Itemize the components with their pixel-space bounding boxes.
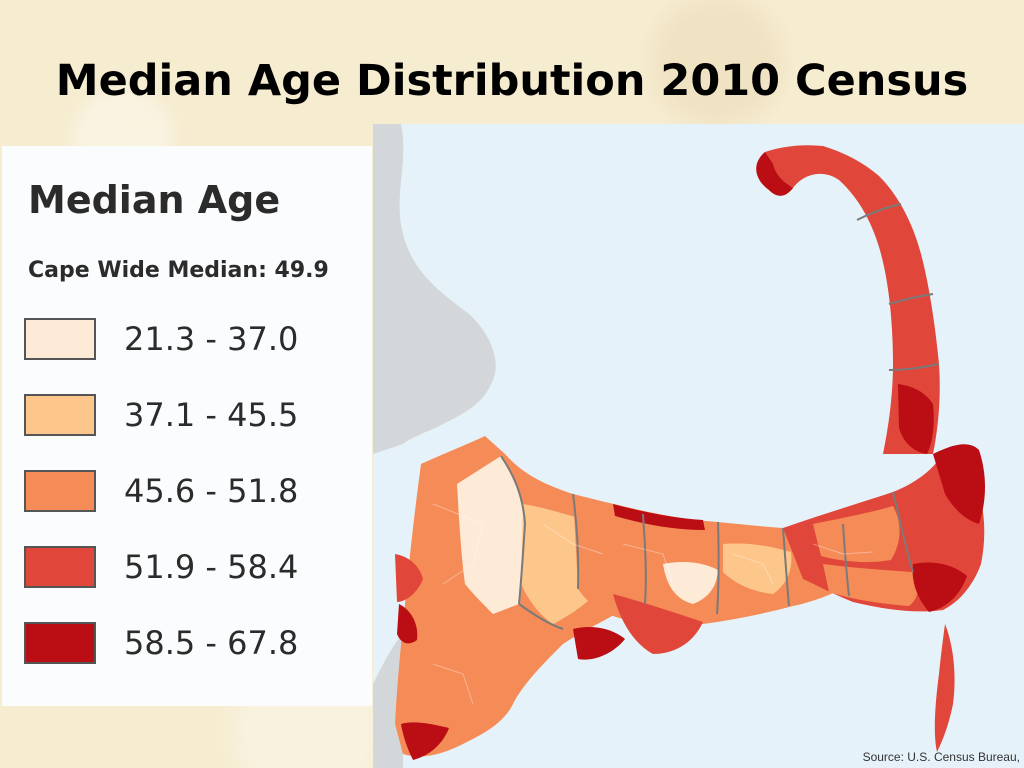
legend-swatch-4	[24, 546, 96, 588]
block-group-lines	[432, 503, 874, 705]
map-svg	[373, 124, 985, 768]
legend-swatch-2	[24, 394, 96, 436]
slide-title: Median Age Distribution 2010 Census	[55, 56, 969, 106]
legend-row-4: 51.9 - 58.4	[24, 546, 364, 594]
wellfleet-dark	[898, 384, 934, 454]
falmouth-south	[402, 622, 499, 752]
legend-range-4: 51.9 - 58.4	[124, 548, 299, 586]
woods-hole-red	[397, 604, 418, 644]
legend-subtitle: Cape Wide Median: 49.9	[28, 258, 329, 283]
legend-swatch-5	[24, 622, 96, 664]
falmouth-coast-red	[401, 722, 449, 760]
brewster-orange	[813, 506, 900, 563]
orleans-dark	[933, 444, 985, 524]
yarmouth-tan	[723, 543, 792, 594]
legend-title: Median Age	[28, 178, 281, 222]
ptown-tip	[756, 152, 793, 196]
mainland-land	[373, 124, 496, 454]
legend-row-5: 58.5 - 67.8	[24, 622, 364, 670]
town-boundaries	[500, 203, 940, 630]
legend-swatch-1	[24, 318, 96, 360]
north-shore-red	[613, 504, 705, 530]
map-source: Source: U.S. Census Bureau,	[862, 750, 1020, 764]
outer-cape	[756, 145, 940, 454]
map-legend: Median Age Cape Wide Median: 49.9 21.3 -…	[2, 146, 372, 706]
legend-range-1: 21.3 - 37.0	[124, 320, 299, 358]
hyannis-red	[573, 627, 625, 660]
choropleth-map: Source: U.S. Census Bureau,	[373, 124, 1024, 768]
legend-range-3: 45.6 - 51.8	[124, 472, 299, 510]
monomoy-red	[934, 624, 955, 752]
legend-row-2: 37.1 - 45.5	[24, 394, 364, 442]
southwest-land	[373, 634, 403, 768]
legend-row-1: 21.3 - 37.0	[24, 318, 364, 366]
legend-row-3: 45.6 - 51.8	[24, 470, 364, 518]
sandwich-light	[457, 456, 525, 614]
bourne-west-red	[395, 554, 423, 602]
barnstable-light	[663, 562, 718, 604]
legend-swatch-3	[24, 470, 96, 512]
legend-range-5: 58.5 - 67.8	[124, 624, 299, 662]
south-shore-red	[613, 594, 703, 654]
chatham-red	[912, 562, 967, 612]
legend-range-2: 37.1 - 45.5	[124, 396, 299, 434]
